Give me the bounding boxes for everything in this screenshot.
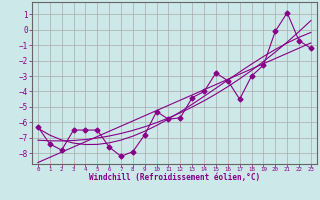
X-axis label: Windchill (Refroidissement éolien,°C): Windchill (Refroidissement éolien,°C) <box>89 173 260 182</box>
